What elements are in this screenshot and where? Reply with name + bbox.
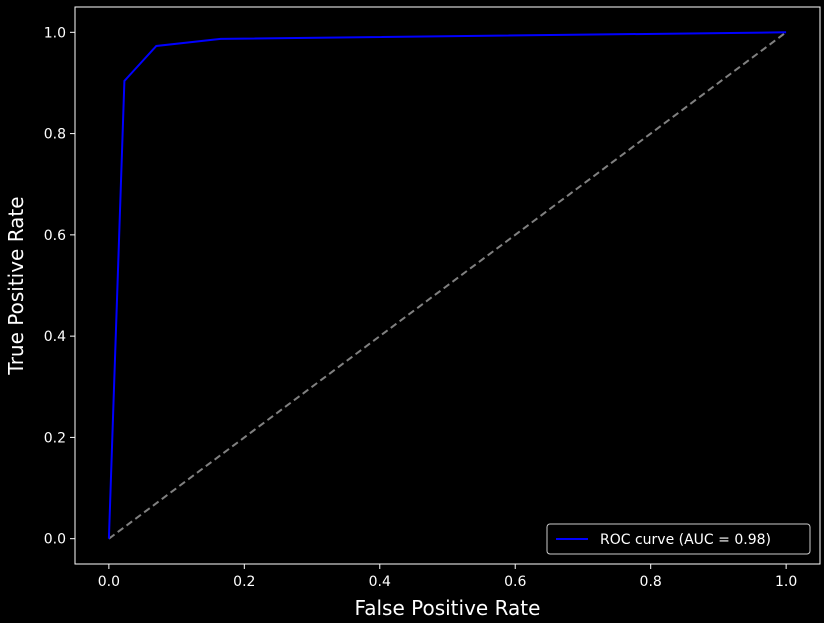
x-tick-label: 0.2 [233,574,255,590]
series-layer [107,31,787,540]
x-tick-label: 0.8 [640,574,662,590]
x-tick-label: 0.6 [504,574,526,590]
y-tick-label: 0.2 [44,430,66,446]
y-axis-title: True Positive Rate [4,196,28,375]
x-axis: 0.0 0.2 0.4 0.6 0.8 1.0 [98,564,797,590]
y-tick-label: 0.8 [44,127,66,143]
legend: ROC curve (AUC = 0.98) [546,523,811,555]
y-tick-label: 1.0 [44,25,66,41]
chance-diagonal-line [108,31,787,540]
x-axis-title: False Positive Rate [355,596,541,620]
legend-label: ROC curve (AUC = 0.98) [600,532,771,548]
y-tick-label: 0.6 [44,228,66,244]
y-axis: 0.0 0.2 0.4 0.6 0.8 1.0 [44,25,75,548]
y-tick-label: 0.0 [44,532,66,548]
x-tick-label: 1.0 [775,574,797,590]
x-tick-label: 0.4 [369,574,391,590]
x-tick-label: 0.0 [98,574,120,590]
y-tick-label: 0.4 [44,329,66,345]
legend-box [546,523,811,555]
roc-curve-line [107,31,787,539]
